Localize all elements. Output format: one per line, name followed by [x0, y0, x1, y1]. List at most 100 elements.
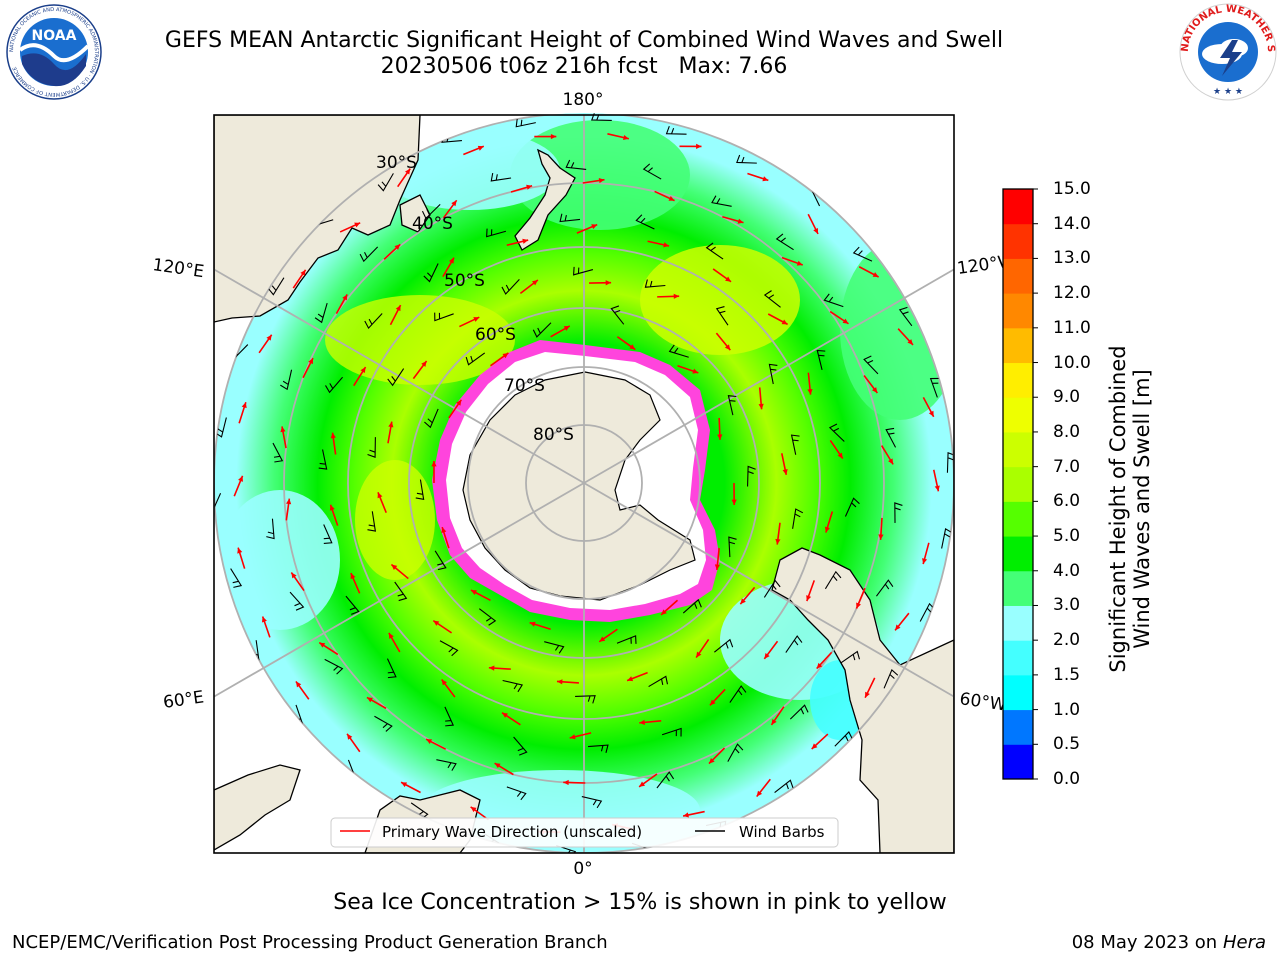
wind-barb — [587, 744, 609, 753]
colorbar-segment — [1003, 431, 1033, 468]
wind-barb — [501, 279, 520, 295]
colorbar-label: Significant Height of Combined Wind Wave… — [1106, 345, 1154, 673]
colorbar-segment — [1003, 674, 1033, 711]
lat-label-70s: 70°S — [504, 376, 545, 396]
wave-arrow-head — [238, 475, 243, 482]
wave-arrow-head — [668, 196, 675, 201]
wind-barb — [665, 126, 687, 135]
wind-barb — [532, 322, 552, 338]
colorbar-segment — [1003, 640, 1033, 676]
wind-barb — [747, 465, 756, 487]
wind-barb — [727, 395, 737, 416]
wind-barb — [272, 442, 284, 463]
map-frame — [213, 114, 955, 854]
wave-arrow-head — [627, 676, 634, 682]
colorbar-tick-label: 1.0 — [1053, 699, 1081, 720]
wind-barb — [465, 352, 486, 366]
wind-barb — [775, 233, 794, 251]
wave-arrow-head — [300, 269, 306, 276]
wave-arrow-head — [806, 595, 812, 602]
wave-arrow-head — [308, 358, 314, 365]
wind-barb — [824, 570, 842, 590]
wave-arrow-head — [816, 662, 823, 669]
wave-arrow-head — [388, 632, 394, 639]
colorbar-tick-label: 7.0 — [1053, 456, 1081, 477]
wind-barb — [387, 368, 405, 387]
wave-arrow-head — [872, 387, 878, 393]
wind-barb — [668, 344, 689, 358]
wave-arrow-head — [473, 317, 480, 322]
wind-barb — [661, 727, 682, 737]
footer-credit: NCEP/EMC/Verification Post Processing Pr… — [12, 932, 608, 953]
wind-barb — [394, 581, 408, 602]
lon-label-60w: 60°W — [958, 689, 1007, 715]
wind-barb — [644, 279, 666, 288]
footer-host: Hera — [1222, 932, 1266, 953]
lon-label-0: 0° — [573, 859, 592, 879]
meridian-line — [583, 268, 954, 484]
wave-arrow-head — [692, 368, 699, 374]
lon-label-60e: 60°E — [162, 687, 205, 712]
wind-barb — [318, 449, 328, 470]
colorbar-segment — [1003, 223, 1033, 259]
wind-barb — [434, 550, 447, 571]
colorbar-segment — [1003, 570, 1033, 606]
wind-barb — [515, 118, 536, 128]
colorbar-tick-label: 5.0 — [1053, 526, 1081, 547]
wave-arrow-head — [354, 222, 361, 228]
wind-barb — [715, 306, 729, 326]
wind-barb — [774, 779, 794, 794]
wave-arrow-head — [775, 538, 781, 545]
colorbar-tick-label: 11.0 — [1053, 317, 1091, 338]
colorbar-segment — [1003, 466, 1033, 502]
wave-arrow-head — [724, 344, 731, 351]
wind-barb — [367, 437, 376, 458]
wind-barb — [648, 675, 669, 688]
colorbar — [1002, 188, 1038, 780]
wave-arrow-head — [441, 527, 447, 534]
wind-barb — [682, 598, 702, 614]
wind-barb — [705, 242, 724, 260]
wind-barb — [863, 355, 879, 375]
wind-barb — [790, 434, 800, 455]
lat-label-80s: 80°S — [533, 425, 574, 445]
colorbar-tick-label: 12.0 — [1053, 283, 1091, 304]
wave-arrow-head — [456, 399, 462, 406]
vector-overlay — [214, 113, 954, 853]
wind-barb — [768, 363, 778, 385]
colorbar-segment — [1003, 536, 1033, 572]
wave-arrow-head — [934, 485, 940, 492]
colorbar-tick-label: 0.5 — [1053, 734, 1081, 755]
wind-barb — [230, 568, 243, 588]
colorbar-tick-label: 2.0 — [1053, 630, 1081, 651]
wind-barb — [575, 695, 596, 704]
wave-arrow-head — [623, 134, 629, 141]
wave-arrow-head — [762, 176, 769, 182]
wind-barb — [844, 497, 860, 517]
wind-barb — [556, 844, 577, 853]
australia-land — [214, 115, 421, 323]
wind-barb — [591, 113, 612, 122]
wind-barb — [544, 641, 565, 654]
wave-arrow-head — [426, 739, 433, 744]
colorbar-segment — [1003, 501, 1033, 537]
wave-arrow-head — [731, 499, 737, 505]
lon-label-180: 180° — [563, 90, 604, 110]
sea-ice-note: Sea Ice Concentration > 15% is shown in … — [333, 890, 947, 915]
wave-arrow-head — [556, 679, 563, 685]
wind-barb — [486, 228, 507, 238]
chart-title: GEFS MEAN Antarctic Significant Height o… — [164, 28, 1004, 53]
wind-barb — [506, 786, 527, 801]
wind-barb — [434, 312, 454, 322]
new-zealand-land — [514, 148, 576, 251]
wind-barb — [792, 508, 804, 529]
wave-arrow-head — [709, 699, 716, 706]
wave-arrow-head — [241, 402, 247, 409]
tasmania-land — [399, 194, 431, 233]
wave-arrow-head — [714, 564, 721, 570]
wind-barb — [763, 579, 781, 598]
wind-barb — [941, 528, 953, 549]
wave-arrow-head — [404, 168, 411, 175]
wind-barb — [280, 369, 293, 391]
